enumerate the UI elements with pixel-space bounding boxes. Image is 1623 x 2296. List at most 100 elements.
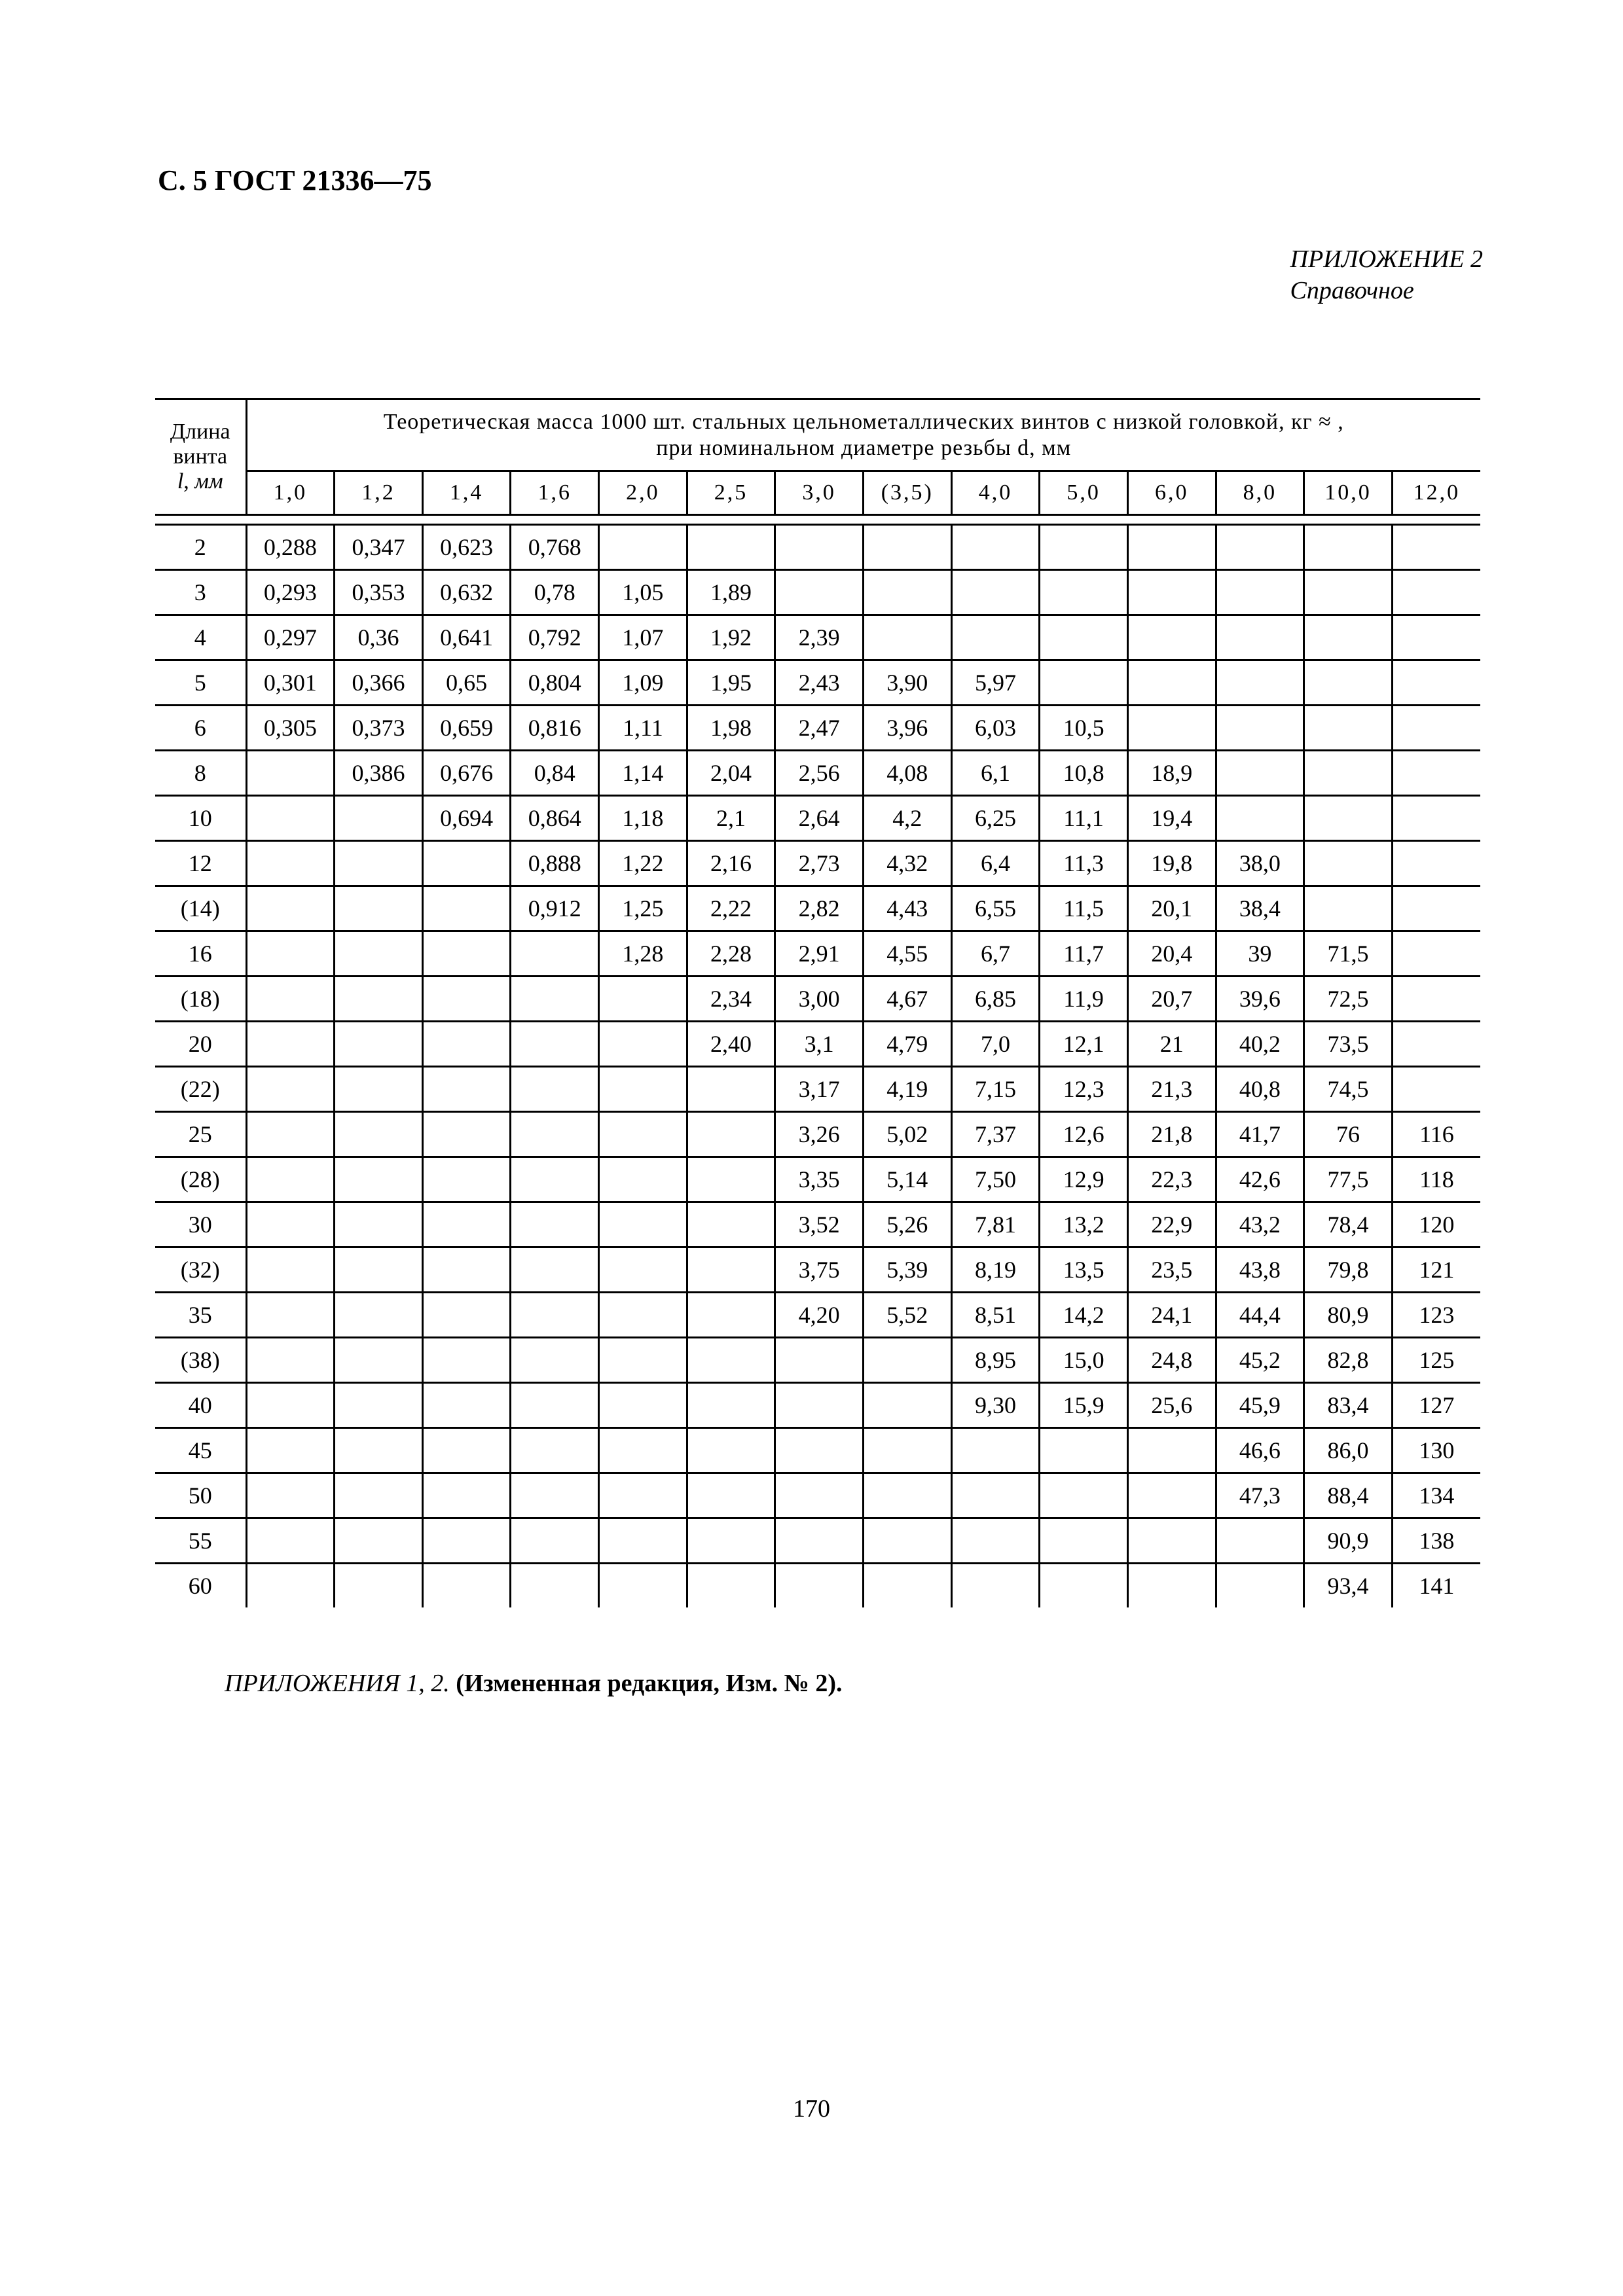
mass-cell	[333, 840, 424, 887]
mass-cell: 1,09	[598, 659, 688, 706]
mass-cell	[509, 1246, 600, 1293]
mass-cell	[1391, 524, 1480, 571]
mass-cell: 7,81	[950, 1201, 1041, 1248]
mass-cell: 2,64	[774, 795, 864, 842]
mass-cell	[598, 975, 688, 1022]
mass-cell	[1038, 1517, 1129, 1564]
mass-cell	[598, 1020, 688, 1067]
mass-cell	[333, 1517, 424, 1564]
mass-cell	[774, 1427, 864, 1474]
mass-cell	[950, 1472, 1041, 1519]
mass-cell: 1,11	[598, 704, 688, 751]
mass-cell: 5,14	[862, 1156, 953, 1203]
mass-cell	[774, 1517, 864, 1564]
mass-cell: 0,36	[333, 614, 424, 661]
mass-cell	[333, 1336, 424, 1384]
mass-cell	[509, 1066, 600, 1113]
mass-cell	[1126, 614, 1217, 661]
mass-cell: 121	[1391, 1246, 1480, 1293]
mass-cell	[1214, 659, 1305, 706]
mass-cell	[1214, 704, 1305, 751]
mass-cell	[421, 1562, 512, 1607]
table-row: 60 93,4 141	[155, 1562, 1480, 1607]
mass-cell	[509, 975, 600, 1022]
mass-cell	[421, 1156, 512, 1203]
mass-cell	[333, 975, 424, 1022]
mass-cell: 38,4	[1214, 885, 1305, 932]
mass-cell	[598, 1562, 688, 1607]
mass-cell	[1038, 1562, 1129, 1607]
mass-cell	[862, 524, 953, 571]
mass-cell	[245, 1562, 336, 1607]
mass-cell	[245, 1472, 336, 1519]
mass-cell: 0,816	[509, 704, 600, 751]
length-cell: (32)	[155, 1246, 247, 1293]
table-row: (22) 3,17 4,19 7,15 12,3 21,3 40,8 74,5	[155, 1066, 1480, 1113]
mass-cell: 11,7	[1038, 930, 1129, 977]
mass-cell	[598, 1291, 688, 1338]
table-row: 10 0,694 0,864 1,18 2,1 2,64 4,2 6,25 11,1 19,4	[155, 795, 1480, 842]
mass-cell: 2,47	[774, 704, 864, 751]
table-row: 16 1,28 2,28 2,91 4,55 6,7 11,7 20,4 39 71,5	[155, 930, 1480, 977]
length-cell: 50	[155, 1472, 247, 1519]
mass-cell: 2,73	[774, 840, 864, 887]
mass-cell	[333, 885, 424, 932]
double-rule	[155, 514, 1480, 526]
mass-cell	[1303, 569, 1393, 616]
mass-cell: 38,0	[1214, 840, 1305, 887]
mass-cell	[245, 1020, 336, 1067]
mass-cell: 5,39	[862, 1246, 953, 1293]
mass-cell: 20,4	[1126, 930, 1217, 977]
mass-cell: 12,3	[1038, 1066, 1129, 1113]
mass-cell	[1214, 749, 1305, 797]
mass-cell: 45,9	[1214, 1382, 1305, 1429]
diameter-header: 10,0	[1303, 470, 1393, 515]
mass-cell: 20,7	[1126, 975, 1217, 1022]
mass-cell	[1391, 569, 1480, 616]
appendix-label: ПРИЛОЖЕНИЕ 2 Справочное	[1290, 243, 1483, 306]
mass-cell: 8,51	[950, 1291, 1041, 1338]
mass-cell: 72,5	[1303, 975, 1393, 1022]
length-cell: 10	[155, 795, 247, 842]
mass-cell: 1,14	[598, 749, 688, 797]
mass-cell	[685, 1156, 776, 1203]
mass-cell: 21,3	[1126, 1066, 1217, 1113]
mass-cell: 6,1	[950, 749, 1041, 797]
length-cell: 30	[155, 1201, 247, 1248]
mass-cell	[509, 1517, 600, 1564]
mass-cell: 41,7	[1214, 1111, 1305, 1158]
mass-cell: 1,28	[598, 930, 688, 977]
mass-cell: 0,65	[421, 659, 512, 706]
mass-cell: 3,1	[774, 1020, 864, 1067]
mass-cell	[685, 1382, 776, 1429]
mass-cell: 79,8	[1303, 1246, 1393, 1293]
mass-cell	[1303, 524, 1393, 571]
mass-cell	[245, 1427, 336, 1474]
mass-cell	[509, 930, 600, 977]
table-row: 40 9,30 15,9 25,6 45,9 83,4 127	[155, 1382, 1480, 1429]
mass-cell: 0,864	[509, 795, 600, 842]
mass-cell: 2,16	[685, 840, 776, 887]
mass-cell: 138	[1391, 1517, 1480, 1564]
mass-cell: 3,52	[774, 1201, 864, 1248]
mass-cell: 0,347	[333, 524, 424, 571]
mass-cell: 127	[1391, 1382, 1480, 1429]
mass-cell	[950, 524, 1041, 571]
mass-cell: 4,32	[862, 840, 953, 887]
mass-cell	[598, 1246, 688, 1293]
mass-cell: 7,15	[950, 1066, 1041, 1113]
mass-cell	[1038, 524, 1129, 571]
mass-cell	[1214, 795, 1305, 842]
footer-note: ПРИЛОЖЕНИЯ 1, 2. (Измененная редакция, И…	[225, 1669, 843, 1698]
length-cell: 12	[155, 840, 247, 887]
mass-cell: 11,5	[1038, 885, 1129, 932]
mass-cell: 40,8	[1214, 1066, 1305, 1113]
mass-cell: 0,632	[421, 569, 512, 616]
mass-cell	[1126, 1562, 1217, 1607]
mass-cell: 0,676	[421, 749, 512, 797]
length-cell: 25	[155, 1111, 247, 1158]
mass-cell	[598, 524, 688, 571]
mass-cell: 24,8	[1126, 1336, 1217, 1384]
mass-cell	[1214, 569, 1305, 616]
mass-cell: 5,97	[950, 659, 1041, 706]
